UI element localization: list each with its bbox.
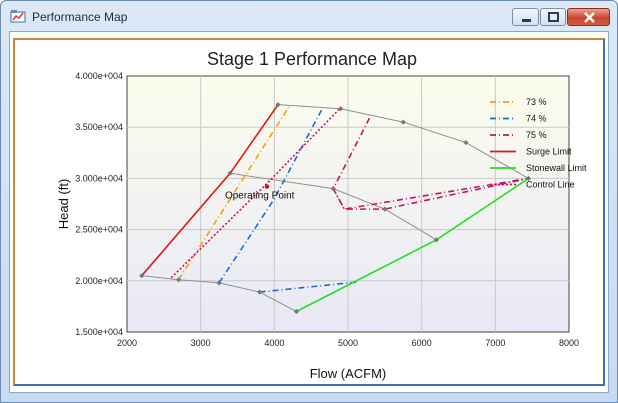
minimize-button[interactable] xyxy=(512,8,539,26)
x-tick-label: 8000 xyxy=(559,338,579,348)
title-bar[interactable]: Performance Map xyxy=(1,1,617,31)
legend-label: Control Line xyxy=(526,180,575,190)
series-line xyxy=(218,108,323,284)
series-line-extra xyxy=(259,281,360,293)
y-tick-label: 3.000e+004 xyxy=(75,173,123,183)
chart-frame: Stage 1 Performance Map 2000 3000 4000 5000… xyxy=(13,38,605,386)
legend-label: 75 % xyxy=(526,130,547,140)
chart-legend: 73 % 74 % 75 % Surge Limit Stonewall Limit Co… xyxy=(490,97,587,190)
y-axis-label: Head (ft) xyxy=(56,179,71,230)
x-axis-label: Flow (ACFM) xyxy=(310,366,387,381)
curve-marker xyxy=(227,170,233,176)
curve-marker xyxy=(293,308,300,315)
curve-marker xyxy=(330,186,336,192)
y-tick-label: 1.500e+004 xyxy=(75,327,123,337)
legend-label: 73 % xyxy=(526,97,547,107)
y-tick-label: 2.500e+004 xyxy=(75,225,123,235)
window-title: Performance Map xyxy=(32,10,128,24)
chart-panel: Stage 1 Performance Map 2000 3000 4000 5000… xyxy=(9,31,609,393)
legend-label: Surge Limit xyxy=(526,147,572,157)
operating-point-marker xyxy=(264,184,270,189)
x-axis-ticks: 2000 3000 4000 5000 6000 7000 8000 xyxy=(117,338,579,348)
y-tick-label: 4.000e+004 xyxy=(75,71,123,81)
x-tick-label: 2000 xyxy=(117,338,137,348)
y-axis-ticks: 1.500e+004 2.000e+004 2.500e+004 3.000e+004… xyxy=(75,71,123,337)
curve-marker xyxy=(525,175,532,181)
curve-marker xyxy=(433,237,439,243)
x-tick-label: 7000 xyxy=(485,338,505,348)
close-button[interactable] xyxy=(567,8,610,26)
speed-curve xyxy=(230,172,437,241)
y-tick-label: 2.000e+004 xyxy=(75,276,123,286)
series-line xyxy=(177,106,290,281)
curve-marker xyxy=(400,119,406,125)
series-line xyxy=(170,107,342,279)
app-icon xyxy=(10,10,26,23)
x-tick-label: 4000 xyxy=(264,338,284,348)
maximize-button[interactable] xyxy=(540,8,566,26)
curve-marker xyxy=(275,102,281,108)
x-tick-label: 3000 xyxy=(191,338,211,348)
maximize-icon xyxy=(548,12,559,22)
curve-marker xyxy=(382,206,388,212)
operating-point-label: Operating Point xyxy=(225,191,295,202)
curve-marker xyxy=(175,277,182,283)
curve-marker xyxy=(338,106,344,112)
y-tick-label: 3.500e+004 xyxy=(75,122,123,132)
legend-label: 74 % xyxy=(526,114,547,124)
legend-label: Stonewall Limit xyxy=(526,163,587,173)
curve-markers xyxy=(139,102,532,315)
x-tick-label: 5000 xyxy=(338,338,358,348)
x-tick-label: 6000 xyxy=(412,338,432,348)
performance-chart: Stage 1 Performance Map 2000 3000 4000 5000… xyxy=(56,49,587,381)
curve-marker xyxy=(463,139,469,146)
curve-marker xyxy=(139,273,145,279)
minimize-icon xyxy=(522,19,531,22)
close-icon xyxy=(584,12,595,23)
chart-title: Stage 1 Performance Map xyxy=(207,49,417,69)
